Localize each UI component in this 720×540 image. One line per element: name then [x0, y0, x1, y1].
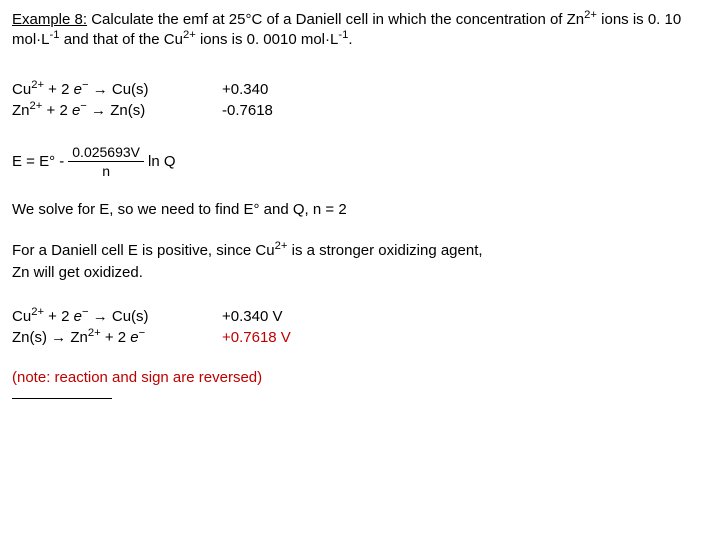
cu2-potential: +0.340 V: [222, 306, 362, 328]
cu2-arrow: → Cu(s): [89, 308, 149, 325]
example-label: Example 8:: [12, 11, 87, 28]
reaction-zn-eq: Zn2+ + 2 e− → Zn(s): [12, 100, 222, 122]
cu2-electron: e: [74, 308, 82, 325]
half-reactions-adjusted: Cu2+ + 2 e− → Cu(s) +0.340 V Zn(s) → Zn2…: [12, 306, 708, 350]
note-text: (note: reaction and sign are reversed): [12, 369, 262, 386]
reaction-cu-2: Cu2+ + 2 e− → Cu(s) +0.340 V: [12, 306, 708, 328]
cu-arrow: → Cu(s): [89, 81, 149, 98]
reaction-zn-2: Zn(s) → Zn2+ + 2 e− +0.7618 V: [12, 327, 708, 349]
cu-eminus: −: [82, 79, 89, 91]
half-reactions-initial: Cu2+ + 2 e− → Cu(s) +0.340 Zn2+ + 2 e− →…: [12, 79, 708, 123]
prompt-text-1: Calculate the emf at 25°C of a Daniell c…: [87, 11, 584, 28]
cu2-charge: 2+: [31, 306, 44, 318]
zn2-plus: + 2: [101, 329, 131, 346]
example-prompt: Example 8: Calculate the emf at 25°C of …: [12, 10, 708, 51]
zn-plus: + 2: [42, 102, 72, 119]
prompt-sup-4: -1: [338, 29, 348, 41]
nernst-rhs: ln Q: [148, 153, 176, 170]
note-block: (note: reaction and sign are reversed): [12, 369, 708, 403]
nernst-lhs: E = E° -: [12, 153, 64, 170]
reaction-zn: Zn2+ + 2 e− → Zn(s) -0.7618: [12, 100, 708, 122]
prompt-text-5: .: [348, 31, 352, 48]
zn2-electron: e: [130, 329, 138, 346]
daniell-1a: For a Daniell cell E is positive, since …: [12, 242, 275, 259]
daniell-line-2: Zn will get oxidized.: [12, 262, 708, 284]
cu-charge: 2+: [31, 79, 44, 91]
cu-potential: +0.340: [222, 79, 362, 101]
note-underline: [12, 398, 112, 399]
prompt-text-3: and that of the Cu: [60, 31, 183, 48]
solve-statement: We solve for E, so we need to find E° an…: [12, 201, 708, 218]
nernst-equation: E = E° - 0.025693V n ln Q: [12, 144, 708, 179]
prompt-sup-2: -1: [50, 29, 60, 41]
prompt-sup-1: 2+: [584, 9, 597, 21]
reaction-cu: Cu2+ + 2 e− → Cu(s) +0.340: [12, 79, 708, 101]
zn2-potential: +0.7618 V: [222, 327, 362, 349]
nernst-fraction: 0.025693V n: [68, 144, 144, 179]
zn2-left: Zn(s) → Zn: [12, 329, 88, 346]
prompt-text-4: ions is 0. 0010 mol·L: [196, 31, 339, 48]
daniell-1b: is a stronger oxidizing agent,: [287, 242, 482, 259]
daniell-sup: 2+: [275, 240, 288, 252]
cu2-eminus: −: [82, 306, 89, 318]
zn-eminus: −: [80, 100, 87, 112]
cu-electron: e: [74, 81, 82, 98]
zn-species: Zn: [12, 102, 30, 119]
cu2-plus: + 2: [44, 308, 74, 325]
zn2-charge: 2+: [88, 327, 101, 339]
zn-charge: 2+: [30, 100, 43, 112]
cu-species: Cu: [12, 81, 31, 98]
cu2-species: Cu: [12, 308, 31, 325]
nernst-numerator: 0.025693V: [68, 144, 144, 162]
nernst-denominator: n: [102, 162, 110, 179]
reaction-cu-eq: Cu2+ + 2 e− → Cu(s): [12, 79, 222, 101]
reaction-zn-2-eq: Zn(s) → Zn2+ + 2 e−: [12, 327, 222, 349]
daniell-line-1: For a Daniell cell E is positive, since …: [12, 240, 708, 262]
zn-potential: -0.7618: [222, 100, 362, 122]
cu-plus: + 2: [44, 81, 74, 98]
prompt-sup-3: 2+: [183, 29, 196, 41]
zn-arrow: → Zn(s): [87, 102, 145, 119]
zn2-eminus: −: [139, 327, 146, 339]
reaction-cu-2-eq: Cu2+ + 2 e− → Cu(s): [12, 306, 222, 328]
daniell-explanation: For a Daniell cell E is positive, since …: [12, 240, 708, 284]
